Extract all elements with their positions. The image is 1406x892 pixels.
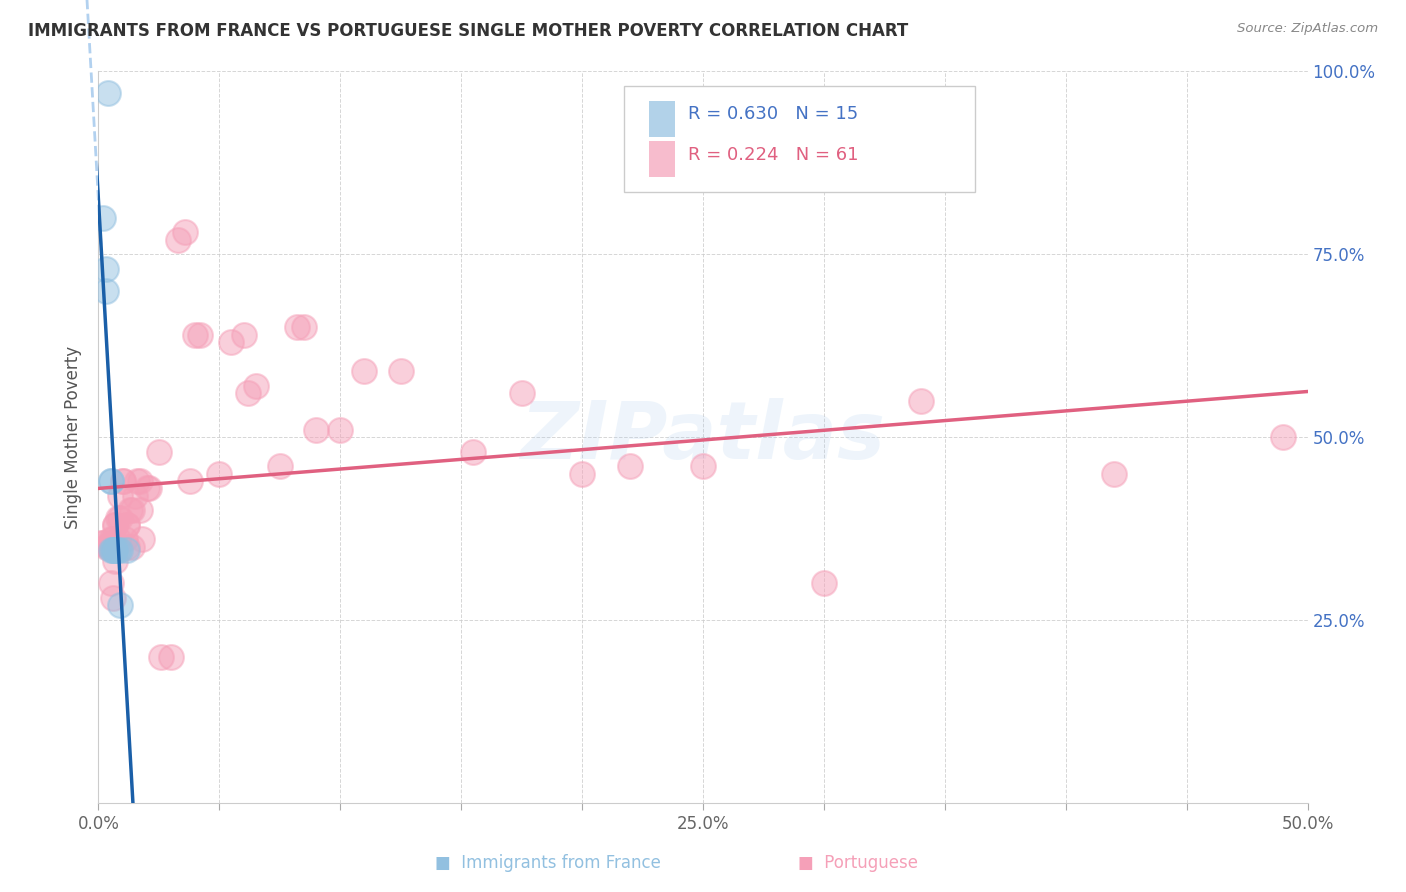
Point	[221, 334, 243, 349]
Point	[269, 459, 291, 474]
Point	[121, 503, 143, 517]
Y-axis label: Single Mother Poverty: Single Mother Poverty	[65, 345, 83, 529]
Point	[813, 576, 835, 591]
Point	[108, 489, 131, 503]
Point	[131, 533, 153, 547]
Point	[94, 261, 117, 276]
Point	[111, 474, 134, 488]
Point	[245, 379, 267, 393]
Point	[238, 386, 260, 401]
Point	[90, 536, 112, 550]
Point	[179, 474, 201, 488]
Point	[104, 554, 127, 568]
Text: ZIPatlas: ZIPatlas	[520, 398, 886, 476]
Point	[692, 459, 714, 474]
Point	[100, 474, 122, 488]
Point	[232, 327, 254, 342]
Bar	[648, 101, 675, 137]
Point	[127, 474, 149, 488]
Text: R = 0.224   N = 61: R = 0.224 N = 61	[689, 146, 859, 164]
Point	[101, 591, 124, 605]
Point	[148, 444, 170, 458]
Text: IMMIGRANTS FROM FRANCE VS PORTUGUESE SINGLE MOTHER POVERTY CORRELATION CHART: IMMIGRANTS FROM FRANCE VS PORTUGUESE SIN…	[28, 22, 908, 40]
Point	[94, 284, 117, 298]
Point	[167, 233, 190, 247]
Point	[117, 543, 139, 558]
Point	[124, 489, 146, 503]
Point	[101, 543, 124, 558]
Text: ■  Portuguese: ■ Portuguese	[797, 855, 918, 872]
Point	[100, 536, 122, 550]
Text: ■  Immigrants from France: ■ Immigrants from France	[436, 855, 661, 872]
Point	[329, 423, 352, 437]
Point	[571, 467, 593, 481]
Point	[128, 474, 150, 488]
Point	[104, 517, 127, 532]
Point	[188, 327, 211, 342]
Point	[150, 649, 173, 664]
Point	[108, 510, 131, 524]
Point	[135, 481, 157, 495]
Point	[101, 543, 124, 558]
FancyBboxPatch shape	[624, 86, 976, 192]
Point	[100, 533, 122, 547]
Point	[184, 327, 207, 342]
Point	[111, 474, 134, 488]
Point	[305, 423, 328, 437]
Point	[1272, 430, 1295, 444]
Point	[108, 599, 131, 613]
Point	[117, 517, 139, 532]
Point	[107, 543, 129, 558]
Point	[97, 87, 120, 101]
Point	[121, 540, 143, 554]
Point	[138, 481, 160, 495]
Point	[463, 444, 485, 458]
Point	[510, 386, 533, 401]
Point	[91, 536, 114, 550]
Point	[619, 459, 641, 474]
Point	[208, 467, 231, 481]
Point	[285, 320, 308, 334]
Point	[100, 543, 122, 558]
Text: Source: ZipAtlas.com: Source: ZipAtlas.com	[1237, 22, 1378, 36]
Text: R = 0.630   N = 15: R = 0.630 N = 15	[689, 104, 859, 123]
Point	[1102, 467, 1125, 481]
Point	[910, 393, 932, 408]
Point	[118, 503, 141, 517]
Point	[91, 211, 114, 225]
Point	[104, 517, 127, 532]
Point	[94, 540, 117, 554]
Point	[160, 649, 183, 664]
Point	[117, 517, 139, 532]
Point	[114, 533, 136, 547]
Point	[97, 540, 120, 554]
Point	[104, 543, 127, 558]
Point	[292, 320, 315, 334]
Point	[174, 225, 197, 239]
Point	[353, 364, 375, 378]
Point	[107, 533, 129, 547]
Point	[389, 364, 412, 378]
Point	[117, 540, 139, 554]
Point	[100, 576, 122, 591]
Point	[101, 533, 124, 547]
Point	[107, 510, 129, 524]
Point	[100, 474, 122, 488]
Point	[104, 543, 127, 558]
Point	[128, 503, 150, 517]
Bar	[648, 141, 675, 178]
Point	[108, 543, 131, 558]
